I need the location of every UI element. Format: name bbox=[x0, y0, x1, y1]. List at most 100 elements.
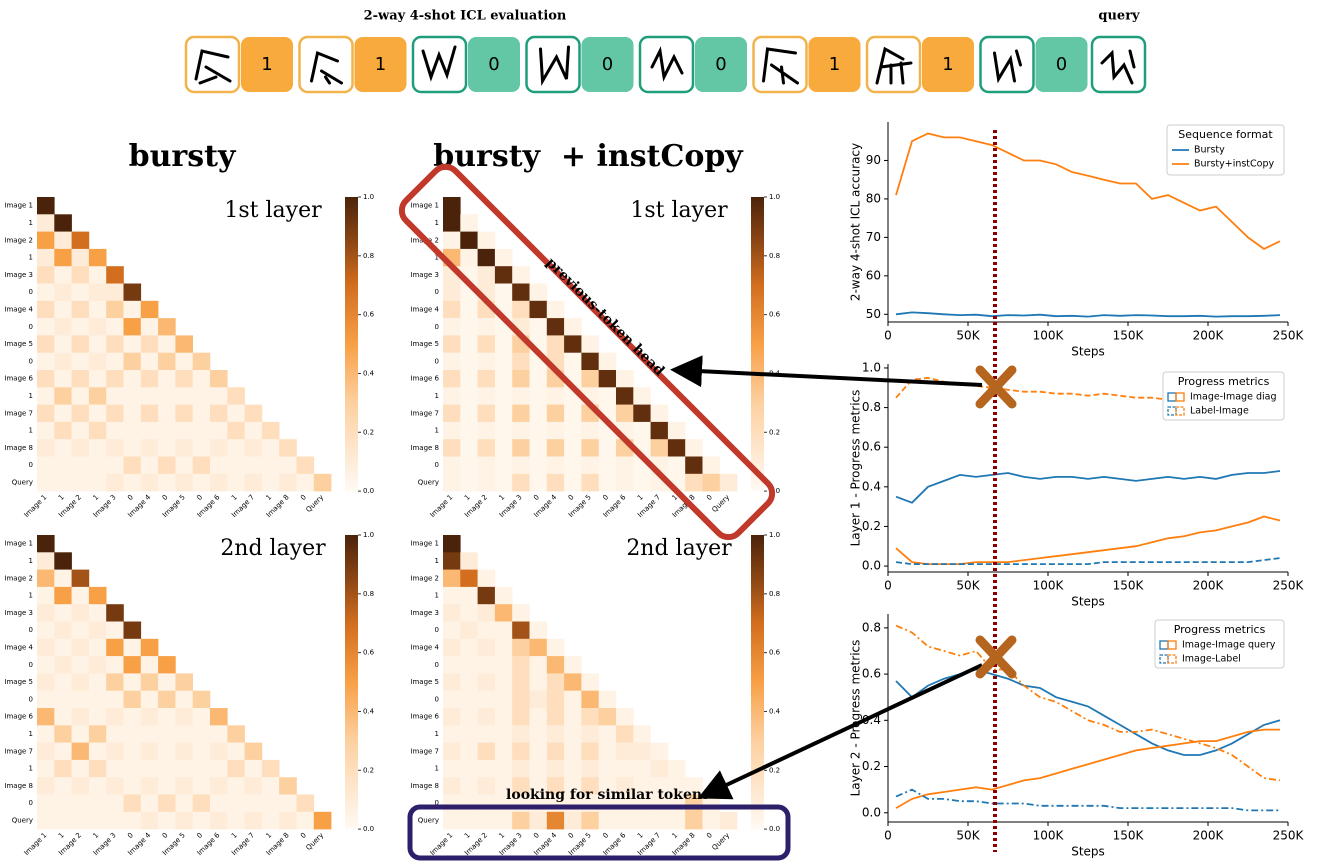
cell bbox=[37, 795, 55, 813]
cell bbox=[443, 691, 461, 709]
colorbar-tick-label: 0.6 bbox=[769, 311, 781, 319]
x-tick-label: 0 bbox=[161, 493, 170, 502]
cell bbox=[124, 301, 142, 319]
x-tick-label: 1 bbox=[92, 831, 101, 840]
cell bbox=[193, 405, 211, 423]
cell bbox=[72, 570, 90, 588]
cell bbox=[478, 405, 496, 423]
cell bbox=[460, 622, 478, 640]
cell bbox=[89, 622, 107, 640]
cell bbox=[141, 405, 159, 423]
y-tick-label: 1 bbox=[435, 427, 439, 435]
cell bbox=[37, 552, 55, 570]
cell bbox=[37, 673, 55, 691]
cell bbox=[89, 725, 107, 743]
cell bbox=[72, 708, 90, 726]
x-tick-label: 0 bbox=[884, 579, 892, 593]
x-tick-label: 0 bbox=[884, 829, 892, 843]
cell bbox=[37, 335, 55, 353]
cell bbox=[443, 284, 461, 302]
y-tick-label: 1 bbox=[435, 765, 439, 773]
cell bbox=[141, 457, 159, 475]
cell bbox=[124, 760, 142, 778]
cell bbox=[193, 708, 211, 726]
cell bbox=[175, 743, 193, 761]
cell bbox=[141, 656, 159, 674]
cell bbox=[158, 353, 176, 371]
layer-label: 1st layer bbox=[224, 198, 322, 223]
cell bbox=[512, 604, 530, 622]
x-tick-label: Query bbox=[305, 493, 326, 514]
cell bbox=[210, 777, 228, 795]
cell bbox=[651, 760, 669, 778]
cell bbox=[581, 457, 599, 475]
cell bbox=[564, 318, 582, 336]
cell bbox=[530, 474, 548, 492]
y-tick-label: 1 bbox=[435, 730, 439, 738]
cell bbox=[599, 725, 617, 743]
y-tick-label: Image 6 bbox=[410, 375, 439, 383]
cell bbox=[443, 301, 461, 319]
x-tick-label: 0 bbox=[705, 831, 714, 840]
cell bbox=[141, 387, 159, 405]
cell bbox=[460, 673, 478, 691]
cell bbox=[443, 587, 461, 605]
y-tick-label: Image 3 bbox=[410, 609, 439, 617]
cell bbox=[495, 457, 513, 475]
cell bbox=[443, 214, 461, 232]
cell bbox=[175, 708, 193, 726]
cell bbox=[530, 422, 548, 440]
cell bbox=[703, 457, 721, 475]
x-tick-label: 0 bbox=[126, 493, 135, 502]
cell bbox=[297, 457, 315, 475]
colorbar-tick-label: 0.8 bbox=[769, 252, 780, 260]
cell bbox=[530, 387, 548, 405]
cell bbox=[495, 587, 513, 605]
y-tick-label: 0 bbox=[29, 288, 33, 296]
cell bbox=[37, 457, 55, 475]
y-tick-label: 0 bbox=[29, 799, 33, 807]
cell bbox=[72, 604, 90, 622]
cell bbox=[478, 673, 496, 691]
cell bbox=[106, 604, 124, 622]
cell bbox=[478, 335, 496, 353]
cell bbox=[460, 812, 478, 830]
x-tick-label: 1 bbox=[230, 831, 239, 840]
cell bbox=[210, 708, 228, 726]
colorbar-tick-label: 1.0 bbox=[769, 531, 780, 539]
cell bbox=[443, 318, 461, 336]
cell bbox=[227, 760, 245, 778]
cell bbox=[460, 232, 478, 250]
cell bbox=[89, 587, 107, 605]
cell bbox=[89, 335, 107, 353]
cell bbox=[175, 673, 193, 691]
y-tick-label: 1 bbox=[29, 254, 33, 262]
y-tick-label: 0 bbox=[435, 357, 439, 365]
y-tick-label: Image 5 bbox=[4, 678, 33, 686]
y-tick-label: Image 1 bbox=[410, 540, 439, 548]
x-tick-label: 100K bbox=[1033, 329, 1065, 343]
cell bbox=[668, 760, 686, 778]
cell bbox=[37, 570, 55, 588]
cell bbox=[530, 639, 548, 657]
colorbar-tick-label: 0.0 bbox=[363, 487, 374, 495]
cell bbox=[54, 656, 72, 674]
cell bbox=[478, 604, 496, 622]
cell bbox=[141, 743, 159, 761]
y-tick-label: 50 bbox=[866, 307, 881, 321]
cell bbox=[443, 708, 461, 726]
colorbar-tick-label: 0.8 bbox=[363, 590, 374, 598]
cell bbox=[478, 422, 496, 440]
cell bbox=[512, 673, 530, 691]
cell bbox=[495, 284, 513, 302]
x-tick-label: 1 bbox=[57, 493, 66, 502]
cell bbox=[106, 725, 124, 743]
cell bbox=[443, 370, 461, 388]
cell bbox=[158, 457, 176, 475]
cell bbox=[175, 353, 193, 371]
cell bbox=[54, 639, 72, 657]
cell bbox=[193, 474, 211, 492]
x-tick-label: 200K bbox=[1193, 579, 1225, 593]
series-line bbox=[896, 517, 1280, 565]
cell bbox=[141, 439, 159, 457]
